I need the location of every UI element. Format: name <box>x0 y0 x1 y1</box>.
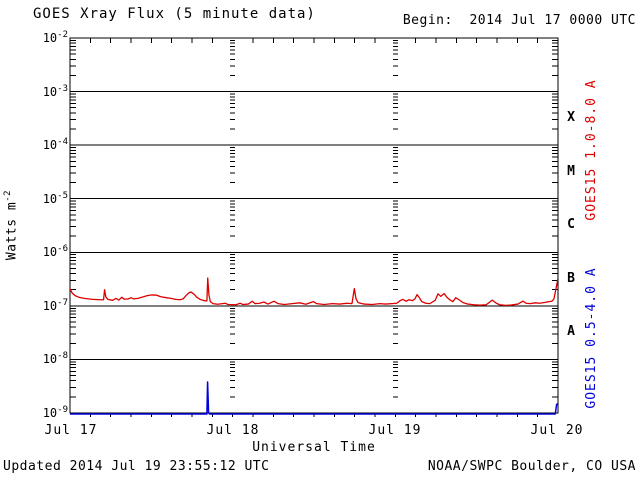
x-tick-label: Jul 19 <box>368 423 422 438</box>
x-tick-label: Jul 20 <box>530 423 584 438</box>
credit-text: NOAA/SWPC Boulder, CO USA <box>427 459 636 474</box>
class-letter-x: X <box>567 110 575 125</box>
y-tick-label: 10-5 <box>42 191 68 206</box>
x-axis-title: Universal Time <box>252 440 376 455</box>
x-tick-label: Jul 18 <box>206 423 260 438</box>
short-channel-trace <box>70 381 558 415</box>
y-tick-label: 10-6 <box>42 244 68 259</box>
updated-timestamp: Updated 2014 Jul 19 23:55:12 UTC <box>3 459 270 474</box>
y-tick-label: 10-3 <box>42 84 68 99</box>
y-axis-title: Watts m-2 <box>3 189 20 261</box>
class-letter-b: B <box>567 271 575 286</box>
series-label-long-channel: GOES15 1.0-8.0 A <box>584 79 599 221</box>
begin-timestamp: Begin: 2014 Jul 17 0000 UTC <box>402 13 636 28</box>
y-tick-label: 10-2 <box>42 30 68 45</box>
class-letter-m: M <box>567 164 575 179</box>
y-tick-label: 10-7 <box>42 298 68 313</box>
class-letter-c: C <box>567 217 575 232</box>
class-letter-a: A <box>567 324 575 339</box>
y-tick-label: 10-9 <box>42 405 68 420</box>
x-tick-label: Jul 17 <box>44 423 98 438</box>
series-label-short-channel: GOES15 0.5-4.0 A <box>584 267 599 409</box>
long-channel-trace <box>70 277 558 307</box>
plot-frame <box>69 37 559 414</box>
y-tick-label: 10-4 <box>42 137 68 152</box>
y-tick-label: 10-8 <box>42 351 68 366</box>
page-title: GOES Xray Flux (5 minute data) <box>33 6 316 22</box>
